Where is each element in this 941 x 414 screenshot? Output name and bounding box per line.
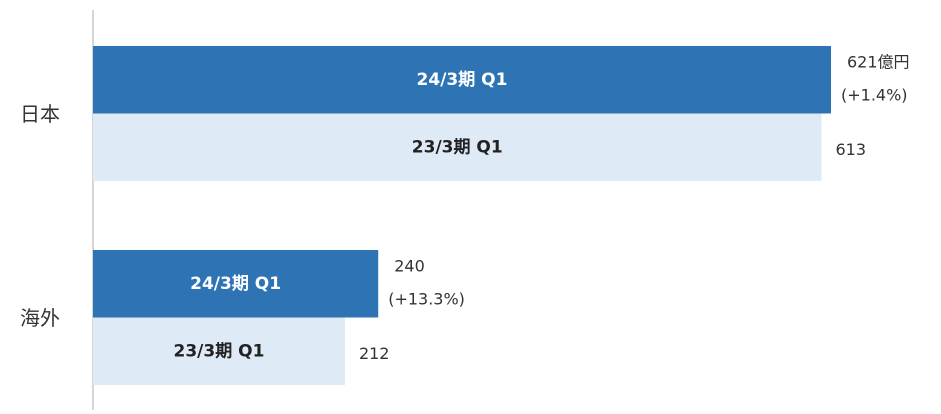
bar xyxy=(93,46,831,114)
value-label: 240 xyxy=(394,257,425,276)
category-label: 日本 xyxy=(20,102,60,126)
value-label: 212 xyxy=(359,344,390,363)
value-label: 621億円 xyxy=(847,53,910,72)
category-label: 海外 xyxy=(20,306,60,330)
bar-series-label: 23/3期 Q1 xyxy=(412,137,503,157)
value-label: 613 xyxy=(835,140,866,159)
change-label: (+1.4%) xyxy=(841,86,908,105)
bar xyxy=(93,113,822,181)
bar xyxy=(93,250,379,318)
bar xyxy=(93,317,345,385)
bar-series-label: 23/3期 Q1 xyxy=(174,341,265,361)
bar-series-label: 24/3期 Q1 xyxy=(417,70,508,90)
change-label: (+13.3%) xyxy=(388,290,465,309)
bar-series-label: 24/3期 Q1 xyxy=(190,274,281,294)
